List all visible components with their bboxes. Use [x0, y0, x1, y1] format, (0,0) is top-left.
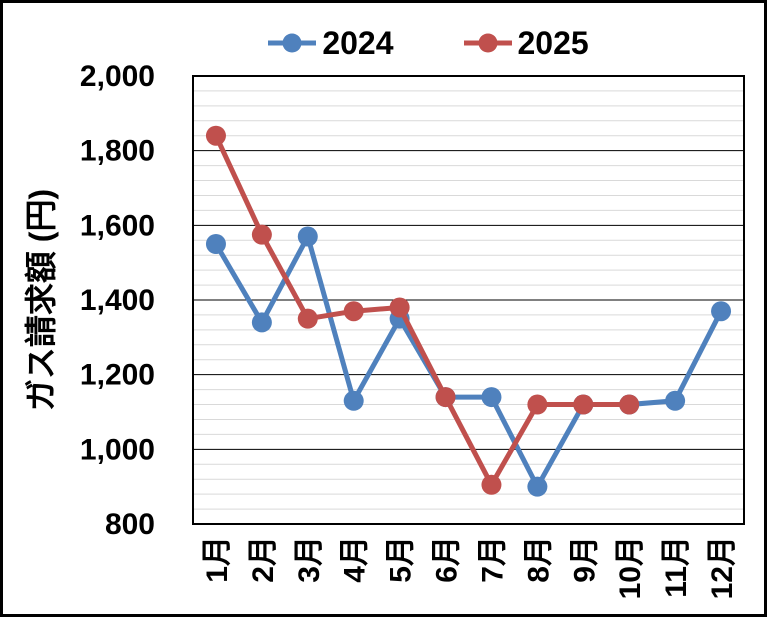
series-line-2025 — [213, 133, 632, 488]
x-tick-label: 12月 — [706, 536, 739, 599]
legend-item-2025: 2025 — [463, 25, 589, 61]
data-point-2025-1月 — [205, 125, 226, 146]
data-point-2024-11月 — [665, 390, 686, 411]
data-point-2024-2月 — [251, 312, 272, 333]
y-tick-label: 800 — [105, 508, 155, 541]
x-tick-label: 8月 — [522, 536, 555, 583]
data-point-2025-10月 — [619, 394, 640, 415]
legend: 2024 2025 — [48, 25, 764, 61]
x-tick-label: 2月 — [247, 536, 280, 583]
x-tick-label: 7月 — [476, 536, 509, 583]
y-tick-label: 1,200 — [80, 359, 155, 392]
data-point-2024-12月 — [711, 301, 732, 322]
data-point-2025-4月 — [343, 301, 364, 322]
y-tick-label: 1,000 — [80, 433, 155, 466]
data-point-2024-3月 — [297, 226, 318, 247]
x-tick-label: 9月 — [568, 536, 601, 583]
legend-label-2024: 2024 — [322, 25, 394, 61]
x-tick-label: 11月 — [660, 536, 693, 598]
x-tick-label: 5月 — [385, 536, 418, 583]
data-point-2024-4月 — [343, 390, 364, 411]
x-tick-label: 1月 — [201, 536, 234, 583]
y-tick-label: 1,800 — [80, 135, 155, 168]
data-point-2025-6月 — [435, 387, 456, 408]
line-marker-icon — [463, 33, 512, 53]
legend-label-2025: 2025 — [517, 25, 589, 61]
x-tick-label: 4月 — [339, 536, 372, 583]
x-tick-label: 6月 — [431, 536, 464, 583]
data-point-2025-7月 — [481, 474, 502, 495]
line-marker-icon — [268, 33, 317, 53]
data-point-2025-9月 — [573, 394, 594, 415]
data-point-2025-3月 — [297, 308, 318, 329]
plot-border — [192, 75, 745, 525]
data-point-2025-5月 — [389, 297, 410, 318]
x-tick-label: 10月 — [614, 536, 647, 599]
chart-canvas: 2,000 1,800 1,600 1,400 1,200 1,000 800 1月 2月 3月 4… — [80, 60, 745, 599]
x-tick-label: 3月 — [293, 536, 326, 583]
y-tick-label: 2,000 — [80, 60, 155, 93]
y-tick-label: 1,600 — [80, 209, 155, 242]
legend-item-2024: 2024 — [268, 25, 394, 61]
data-point-2024-1月 — [205, 234, 226, 254]
data-point-2024-8月 — [527, 476, 548, 497]
data-point-2025-2月 — [251, 224, 272, 245]
y-tick-label: 1,400 — [80, 284, 155, 317]
data-point-2024-7月 — [481, 387, 502, 408]
data-point-2025-8月 — [527, 394, 548, 415]
